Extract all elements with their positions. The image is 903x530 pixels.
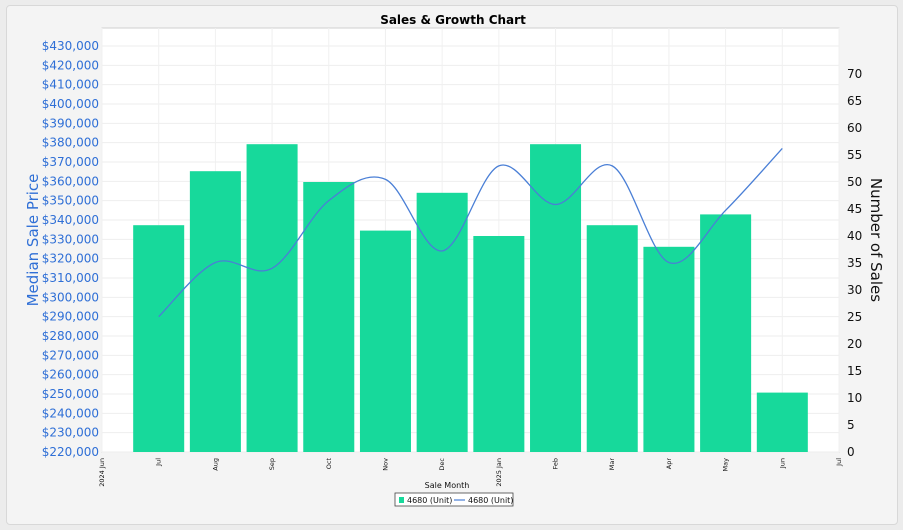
y-left-tick-label: $290,000 xyxy=(42,310,99,324)
y-left-tick-label: $280,000 xyxy=(42,329,99,343)
y-right-tick-label: 65 xyxy=(847,94,862,108)
bar xyxy=(643,246,695,452)
y-left-tick-label: $430,000 xyxy=(42,39,99,53)
bar xyxy=(586,225,638,452)
x-tick-label: Oct xyxy=(325,458,333,470)
bar-series xyxy=(133,144,808,453)
bar xyxy=(473,236,525,452)
y-right-tick-label: 45 xyxy=(847,202,862,216)
y-left-tick-label: $360,000 xyxy=(42,174,99,188)
y-left-tick-label: $240,000 xyxy=(42,406,99,420)
series-line xyxy=(158,148,783,318)
y-left-tick-label: $410,000 xyxy=(42,78,99,92)
legend-bar-label: 4680 (Unit) xyxy=(407,496,452,505)
y-left-tick-label: $420,000 xyxy=(42,58,99,72)
bar xyxy=(416,192,468,453)
y-left-tick-label: $350,000 xyxy=(42,194,99,208)
y-left-tick-label: $390,000 xyxy=(42,116,99,130)
y-axis-right-label: Number of Sales xyxy=(867,178,885,302)
bar xyxy=(359,230,411,452)
x-tick-label: Aug xyxy=(211,458,219,471)
x-tick-label: Feb xyxy=(552,458,560,470)
legend-line-label: 4680 (Unit) xyxy=(468,496,513,505)
bar xyxy=(700,214,752,452)
y-right-tick-label: 5 xyxy=(847,418,855,432)
y-left-tick-label: $400,000 xyxy=(42,97,99,111)
x-tick-label: Jun xyxy=(778,458,786,469)
y-left-tick-label: $330,000 xyxy=(42,232,99,246)
y-left-tick-label: $340,000 xyxy=(42,213,99,227)
bar xyxy=(246,144,298,452)
x-tick-label: Apr xyxy=(665,458,673,470)
y-left-tick-label: $260,000 xyxy=(42,368,99,382)
y-left-tick-label: $380,000 xyxy=(42,136,99,150)
x-tick-label: Jul xyxy=(835,458,843,467)
y-right-tick-label: 15 xyxy=(847,364,862,378)
y-right-tick-label: 20 xyxy=(847,337,862,351)
y-right-tick-label: 50 xyxy=(847,175,862,189)
y-right-tick-label: 10 xyxy=(847,391,862,405)
y-right-tick-label: 0 xyxy=(847,445,855,459)
y-left-tick-label: $230,000 xyxy=(42,426,99,440)
y-right-tick-label: 70 xyxy=(847,67,862,81)
y-right-tick-label: 55 xyxy=(847,148,862,162)
y-left-tick-label: $320,000 xyxy=(42,252,99,266)
x-tick-label: 2024 Jun xyxy=(98,458,106,487)
y-right-tick-label: 35 xyxy=(847,256,862,270)
bar xyxy=(303,182,355,452)
legend-bar-swatch xyxy=(399,497,404,503)
x-tick-label: Mar xyxy=(608,458,616,471)
legend: 4680 (Unit) 4680 (Unit) xyxy=(394,492,513,507)
bar xyxy=(756,392,808,452)
y-left-tick-label: $370,000 xyxy=(42,155,99,169)
chart-title: Sales & Growth Chart xyxy=(380,13,526,27)
y-axis-left: $220,000 $230,000 $240,000 $250,000 $260,000… xyxy=(42,39,99,459)
x-tick-label: Sep xyxy=(268,458,276,470)
y-axis-right: 0 5 10 15 20 25 30 35 40 45 50 55 60 65 70 xyxy=(847,67,862,459)
y-left-tick-label: $250,000 xyxy=(42,387,99,401)
x-axis-label: Sale Month xyxy=(425,481,470,490)
bar xyxy=(530,144,582,452)
y-left-tick-label: $270,000 xyxy=(42,348,99,362)
chart-frame: Sales & Growth Chart $220,000 $230,000 $24… xyxy=(6,5,898,525)
sales-growth-chart: Sales & Growth Chart $220,000 $230,000 $24… xyxy=(24,13,885,507)
y-right-tick-label: 60 xyxy=(847,121,862,135)
y-right-tick-label: 40 xyxy=(847,229,862,243)
y-axis-left-label: Median Sale Price xyxy=(24,174,42,307)
bar xyxy=(133,225,185,452)
y-left-tick-label: $300,000 xyxy=(42,290,99,304)
x-tick-label: Jul xyxy=(155,458,163,467)
x-tick-label: Nov xyxy=(381,458,389,471)
x-axis: 2024 Jun Jul Aug Sep Oct Nov Dec 2025 Jan Feb Mar… xyxy=(98,458,843,487)
y-left-tick-label: $310,000 xyxy=(42,271,99,285)
x-tick-label: Dec xyxy=(438,458,446,471)
bar xyxy=(189,171,241,452)
x-tick-label: 2025 Jan xyxy=(495,458,503,487)
line-series xyxy=(158,148,783,318)
x-tick-label: May xyxy=(722,458,730,472)
y-right-tick-label: 25 xyxy=(847,310,862,324)
y-left-tick-label: $220,000 xyxy=(42,445,99,459)
y-right-tick-label: 30 xyxy=(847,283,862,297)
